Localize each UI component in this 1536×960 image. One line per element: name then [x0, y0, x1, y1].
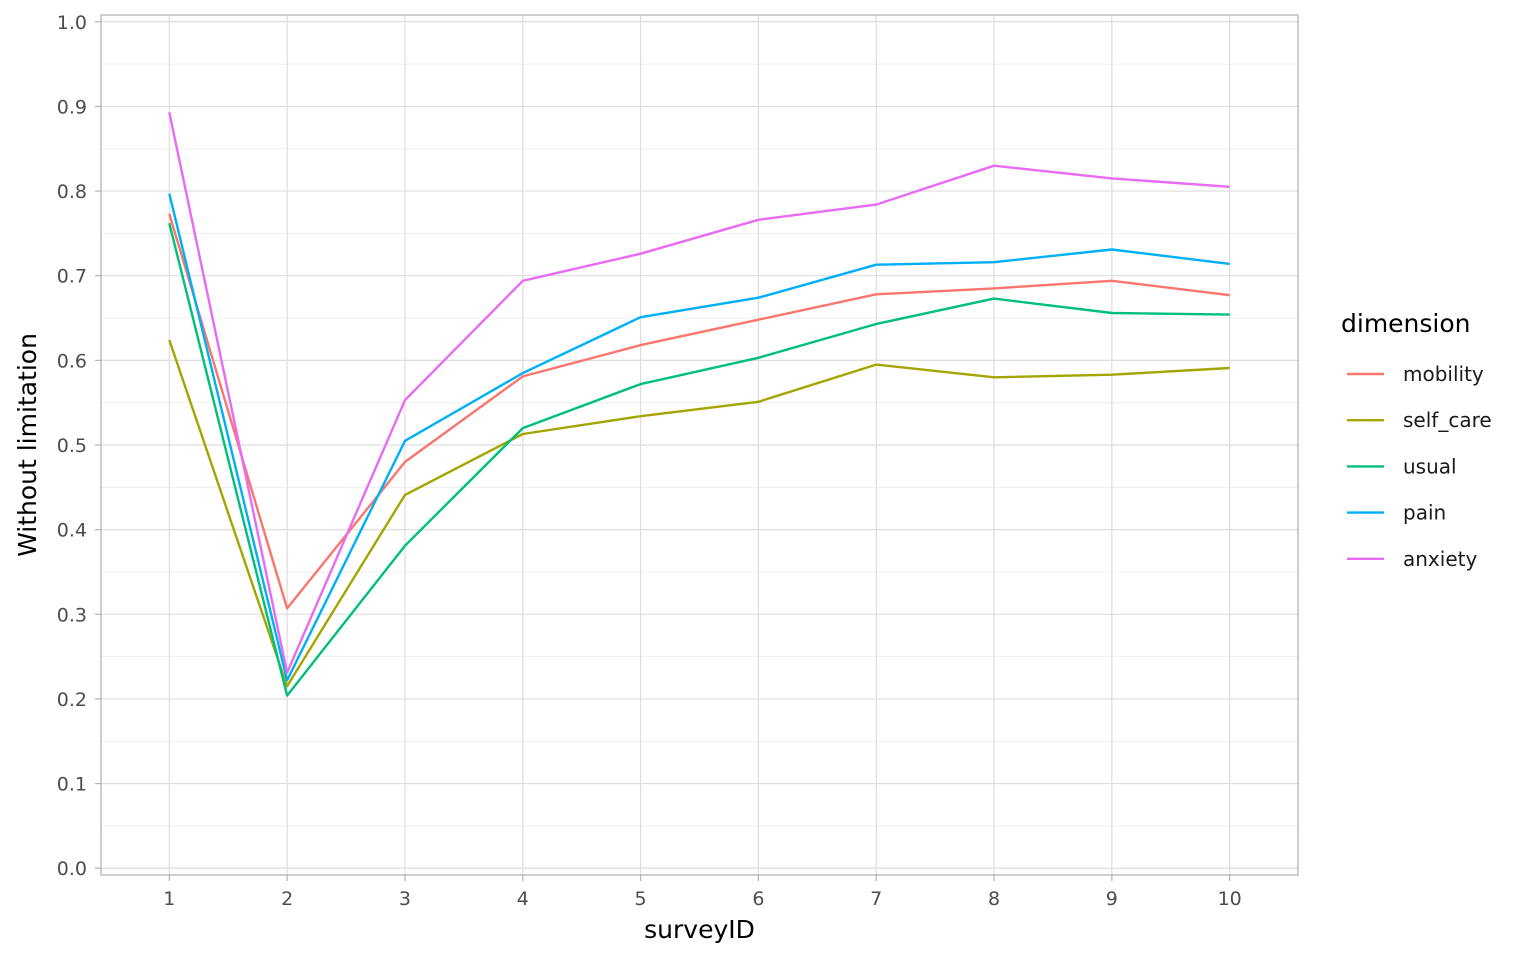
x-tick-label: 7: [870, 888, 882, 910]
legend-label-usual: usual: [1403, 454, 1457, 478]
x-tick-label: 1: [163, 888, 175, 910]
series-line-anxiety: [168, 112, 1230, 674]
y-axis: 0.0 0.1 0.2 0.3 0.4 0.5 0.6 0.7 0.8 0.9 1.0: [57, 12, 101, 880]
y-tick-label: 0.4: [57, 520, 87, 542]
legend-label-self-care: self_care: [1403, 408, 1492, 432]
x-tick-label: 6: [752, 888, 764, 910]
series-line-pain: [168, 193, 1230, 682]
x-axis: 1 2 3 4 5 6 7 8 9 10: [163, 875, 1242, 910]
y-tick-label: 0.8: [57, 181, 87, 203]
y-tick-label: 0.7: [57, 266, 87, 288]
legend-label-pain: pain: [1403, 501, 1446, 525]
y-tick-label: 0.9: [57, 96, 87, 118]
y-tick-label: 0.5: [57, 435, 87, 457]
series-line-usual: [168, 222, 1230, 697]
x-tick-label: 2: [281, 888, 293, 910]
legend-title: dimension: [1341, 309, 1471, 338]
minor-gridlines: [101, 63, 1298, 827]
x-tick-label: 4: [517, 888, 529, 910]
y-tick-label: 0.0: [57, 858, 87, 880]
legend-label-anxiety: anxiety: [1403, 547, 1477, 571]
x-tick-label: 9: [1106, 888, 1118, 910]
series-line-self-care: [168, 339, 1230, 688]
y-tick-label: 0.1: [57, 774, 87, 796]
y-tick-label: 0.3: [57, 604, 87, 626]
y-tick-label: 0.2: [57, 689, 87, 711]
y-tick-label: 1.0: [57, 12, 87, 34]
x-axis-title: surveyID: [644, 915, 755, 944]
x-tick-label: 8: [988, 888, 1000, 910]
legend-label-mobility: mobility: [1403, 362, 1484, 386]
y-tick-label: 0.6: [57, 350, 87, 372]
y-axis-title: Without limitation: [13, 333, 42, 557]
x-tick-label: 3: [399, 888, 411, 910]
x-tick-label: 10: [1218, 888, 1242, 910]
major-gridlines: [101, 15, 1298, 875]
x-tick-label: 5: [635, 888, 647, 910]
series-lines: [168, 112, 1230, 697]
